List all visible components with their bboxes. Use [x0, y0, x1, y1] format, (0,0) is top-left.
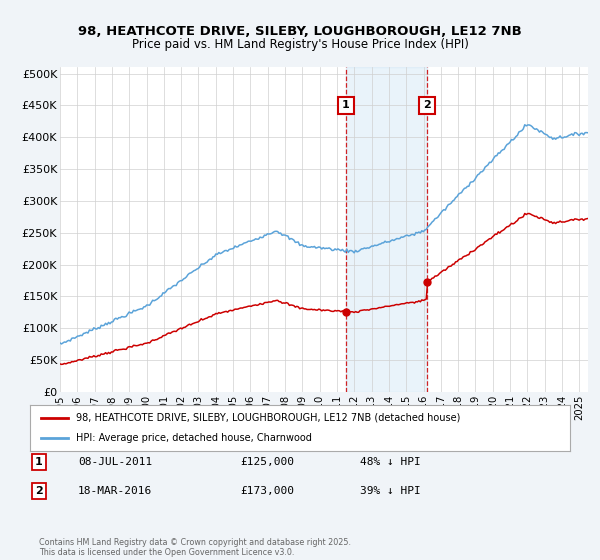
- Text: HPI: Average price, detached house, Charnwood: HPI: Average price, detached house, Char…: [76, 433, 312, 443]
- Text: Price paid vs. HM Land Registry's House Price Index (HPI): Price paid vs. HM Land Registry's House …: [131, 38, 469, 51]
- Text: 1: 1: [342, 100, 350, 110]
- Text: £173,000: £173,000: [240, 486, 294, 496]
- Text: 2: 2: [35, 486, 43, 496]
- Bar: [346, 67, 427, 392]
- Text: 18-MAR-2016: 18-MAR-2016: [78, 486, 152, 496]
- Text: 98, HEATHCOTE DRIVE, SILEBY, LOUGHBOROUGH, LE12 7NB: 98, HEATHCOTE DRIVE, SILEBY, LOUGHBOROUG…: [78, 25, 522, 38]
- Text: 39% ↓ HPI: 39% ↓ HPI: [360, 486, 421, 496]
- Text: 1: 1: [35, 457, 43, 467]
- Text: 2: 2: [424, 100, 431, 110]
- Text: 08-JUL-2011: 08-JUL-2011: [78, 457, 152, 467]
- Text: 98, HEATHCOTE DRIVE, SILEBY, LOUGHBOROUGH, LE12 7NB (detached house): 98, HEATHCOTE DRIVE, SILEBY, LOUGHBOROUG…: [76, 413, 460, 423]
- Text: £125,000: £125,000: [240, 457, 294, 467]
- Text: 48% ↓ HPI: 48% ↓ HPI: [360, 457, 421, 467]
- Text: Contains HM Land Registry data © Crown copyright and database right 2025.
This d: Contains HM Land Registry data © Crown c…: [39, 538, 351, 557]
